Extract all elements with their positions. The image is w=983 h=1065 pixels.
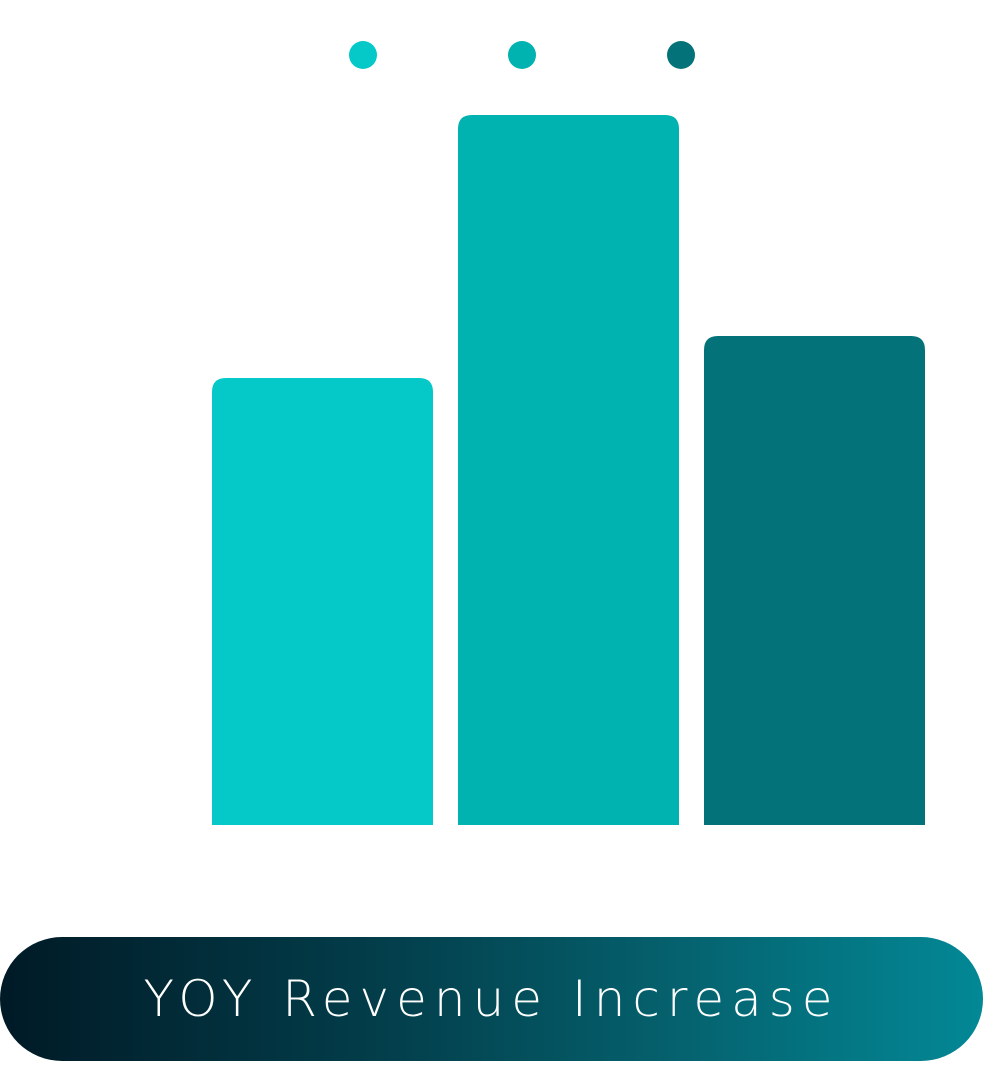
bar-2 [458,115,679,825]
bar-1 [212,378,433,825]
bar-3 [704,336,925,825]
legend-marker-2 [508,41,536,69]
caption-text: YOY Revenue Increase [143,970,840,1028]
chart-legend [349,41,695,69]
bar-chart [212,41,925,825]
legend-marker-1 [349,41,377,69]
legend-marker-3 [667,41,695,69]
caption-banner: YOY Revenue Increase [0,937,983,1061]
chart-bars [212,115,925,825]
